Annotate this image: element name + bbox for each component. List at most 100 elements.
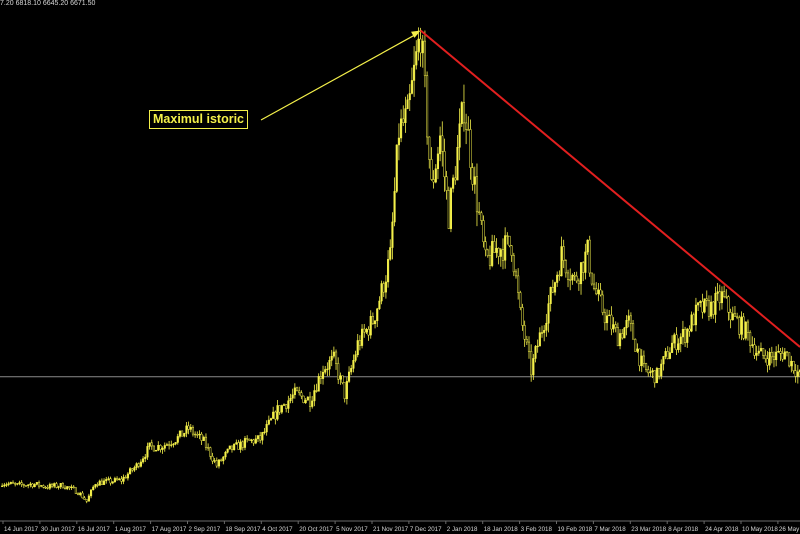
candle-body	[417, 38, 420, 52]
x-tick-label: 18 Sep 2017	[225, 526, 261, 533]
candle-body	[590, 272, 593, 285]
candle-body	[387, 259, 390, 283]
candle-body	[788, 352, 791, 367]
candle-body	[374, 320, 377, 325]
candle-body	[328, 360, 331, 370]
candle-body	[176, 436, 179, 443]
x-tick-label: 18 Jan 2018	[484, 526, 519, 533]
candle-body	[616, 327, 619, 347]
candle-body	[608, 314, 611, 317]
candle-body	[612, 324, 615, 330]
candle-body	[460, 102, 463, 125]
candle-body	[304, 399, 307, 403]
candle-body	[170, 444, 173, 446]
candle-body	[423, 40, 426, 76]
candle-body	[549, 286, 552, 304]
candle-body	[311, 400, 314, 407]
candle-body	[632, 323, 635, 340]
candle-body	[46, 487, 49, 489]
candle-body	[243, 438, 247, 448]
candle-body	[486, 249, 489, 256]
candle-body	[783, 351, 786, 360]
candle-body	[313, 390, 316, 402]
candle-body	[358, 340, 361, 346]
candle-body	[443, 151, 446, 178]
candle-body	[718, 291, 721, 304]
candle-body	[187, 425, 190, 430]
candle-body	[413, 64, 416, 81]
candle-body	[209, 447, 212, 457]
candle-body	[83, 497, 86, 500]
candle-body	[777, 351, 780, 353]
candle-body	[217, 459, 221, 467]
candle-body	[653, 370, 656, 384]
candle-body	[87, 495, 90, 502]
candle-body	[686, 328, 689, 343]
candles-layer	[1, 27, 800, 504]
candle-body	[740, 316, 743, 335]
candle-body	[439, 135, 442, 155]
candle-body	[736, 316, 739, 318]
candle-body	[553, 282, 557, 293]
candle-body	[224, 451, 227, 458]
resistance-trendline[interactable]	[419, 29, 800, 348]
x-tick-label: 14 Jun 2017	[4, 526, 39, 533]
candle-body	[512, 255, 515, 273]
candle-body	[586, 239, 589, 253]
candle-body	[675, 334, 678, 350]
candle-body	[33, 484, 36, 488]
candle-body	[213, 460, 216, 462]
candle-body	[584, 251, 587, 273]
candle-body	[742, 316, 745, 339]
candle-body	[733, 313, 737, 317]
candle-body	[697, 302, 700, 306]
candle-body	[269, 418, 273, 421]
candle-body	[658, 368, 661, 377]
x-tick-label: 2 Jan 2018	[447, 526, 478, 533]
candle-body	[532, 358, 535, 376]
candle-body	[421, 40, 424, 54]
candle-body	[796, 371, 799, 377]
candle-body	[237, 442, 240, 450]
candle-body	[20, 482, 23, 485]
candle-body	[276, 405, 279, 420]
candle-body	[714, 293, 717, 315]
x-tick-label: 30 Jun 2017	[41, 526, 76, 533]
candle-body	[449, 188, 452, 229]
candle-body	[40, 485, 43, 487]
candle-body	[361, 328, 364, 346]
candle-body	[775, 351, 778, 361]
candle-body	[92, 486, 95, 491]
candle-body	[185, 425, 188, 434]
candle-body	[794, 370, 797, 377]
candle-body	[603, 312, 606, 324]
candle-body	[768, 352, 771, 366]
candle-body	[22, 484, 25, 486]
candle-body	[690, 314, 693, 332]
candle-body	[94, 484, 97, 488]
candle-body	[749, 332, 752, 346]
candle-body	[534, 346, 537, 359]
candle-body	[530, 351, 533, 376]
candle-body	[729, 312, 732, 321]
candle-body	[354, 354, 357, 361]
candle-body	[172, 443, 175, 446]
candle-body	[627, 315, 630, 321]
candle-body	[317, 376, 320, 392]
candle-body	[53, 483, 56, 487]
candle-body	[204, 436, 208, 448]
candle-body	[378, 300, 381, 310]
candle-body	[343, 382, 346, 399]
candle-body	[647, 369, 650, 374]
candle-body	[27, 484, 30, 486]
candle-body	[135, 463, 138, 468]
candle-body	[694, 304, 697, 326]
candle-body	[491, 241, 494, 266]
candle-body	[517, 275, 520, 293]
candle-body	[155, 449, 158, 452]
candle-body	[751, 344, 754, 346]
candle-body	[447, 190, 450, 229]
candle-body	[478, 211, 481, 214]
candle-body	[484, 241, 487, 251]
